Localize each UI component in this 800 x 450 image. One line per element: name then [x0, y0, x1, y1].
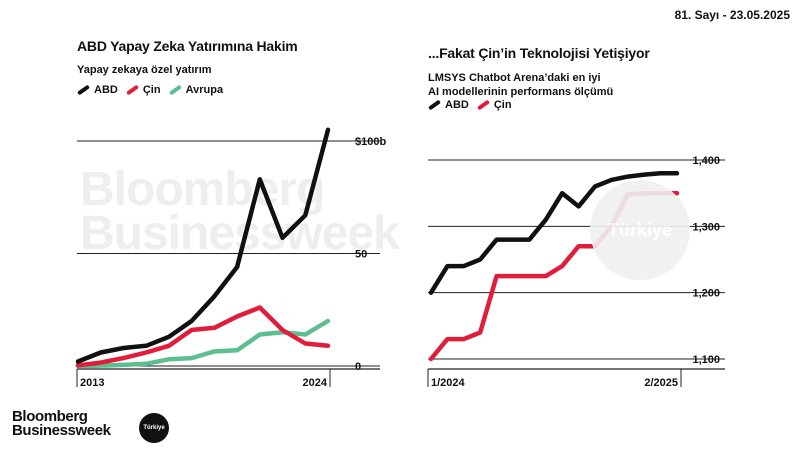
legend-item-cin-right: Çin — [476, 99, 512, 111]
watermark-badge: Türkiye — [590, 180, 690, 280]
right-chart-subtitle: LMSYS Chatbot Arena’daki en iyi AI model… — [428, 71, 613, 99]
turkiye-badge-text: Türkiye — [143, 425, 165, 431]
right-chart-y-tick-label: 1,100 — [692, 354, 720, 366]
right-chart-y-tick-label: 1,300 — [692, 221, 720, 233]
watermark-badge-text: Türkiye — [607, 219, 673, 240]
right-chart-subtitle-line2: AI modellerinin performans ölçümü — [428, 86, 614, 98]
right-chart-subtitle-line1: LMSYS Chatbot Arena’daki en iyi — [428, 72, 601, 84]
left-chart-y-tick-label: 0 — [355, 361, 361, 373]
bloomberg-businessweek-logo: Bloomberg Businessweek — [12, 408, 111, 439]
left-chart-title: ABD Yapay Zeka Yatırımına Hakim — [77, 38, 298, 54]
right-chart-x-tick-label: 1/2024 — [431, 377, 466, 389]
legend-label-avrupa: Avrupa — [185, 84, 224, 96]
legend-label-cin: Çin — [142, 84, 161, 96]
legend-label-abd: ABD — [94, 84, 118, 96]
left-chart-y-tick-label: 50 — [355, 249, 367, 261]
right-chart-series-abd — [428, 171, 680, 295]
logo-line1: Bloomberg — [12, 408, 88, 425]
issue-date: 81. Sayı - 23.05.2025 — [674, 8, 790, 22]
right-chart-x-tick-label: 2/2025 — [644, 377, 678, 389]
right-chart-y-tick-label: 1,200 — [692, 288, 720, 300]
legend-label-abd-right: ABD — [445, 99, 469, 111]
legend-item-cin: Çin — [125, 84, 161, 96]
legend-item-abd: ABD — [77, 84, 118, 96]
legend-label-cin-right: Çin — [493, 99, 512, 111]
legend-item-abd-right: ABD — [428, 99, 469, 111]
left-chart-y-tick-label: $100b — [355, 136, 386, 148]
left-chart-x-tick-label: 2024 — [303, 377, 328, 389]
legend-item-avrupa: Avrupa — [168, 84, 224, 96]
turkiye-badge: Türkiye — [139, 413, 169, 443]
watermark-line1: Bloomberg — [80, 163, 325, 216]
right-chart-title: ...Fakat Çin’in Teknolojisi Yetişiyor — [428, 45, 650, 61]
right-chart-legend: ABD Çin — [428, 99, 520, 111]
left-chart-series-abd — [75, 127, 331, 364]
right-chart-y-tick-label: 1,400 — [692, 155, 720, 167]
left-chart-legend: ABD Çin Avrupa — [77, 84, 231, 96]
logo-line2: Businessweek — [12, 422, 111, 439]
left-chart-subtitle: Yapay zekaya özel yatırım — [77, 64, 212, 76]
left-chart-series-cin — [75, 305, 331, 368]
left-chart-x-tick-label: 2013 — [80, 377, 104, 389]
watermark: Bloomberg Businessweek — [80, 163, 400, 258]
